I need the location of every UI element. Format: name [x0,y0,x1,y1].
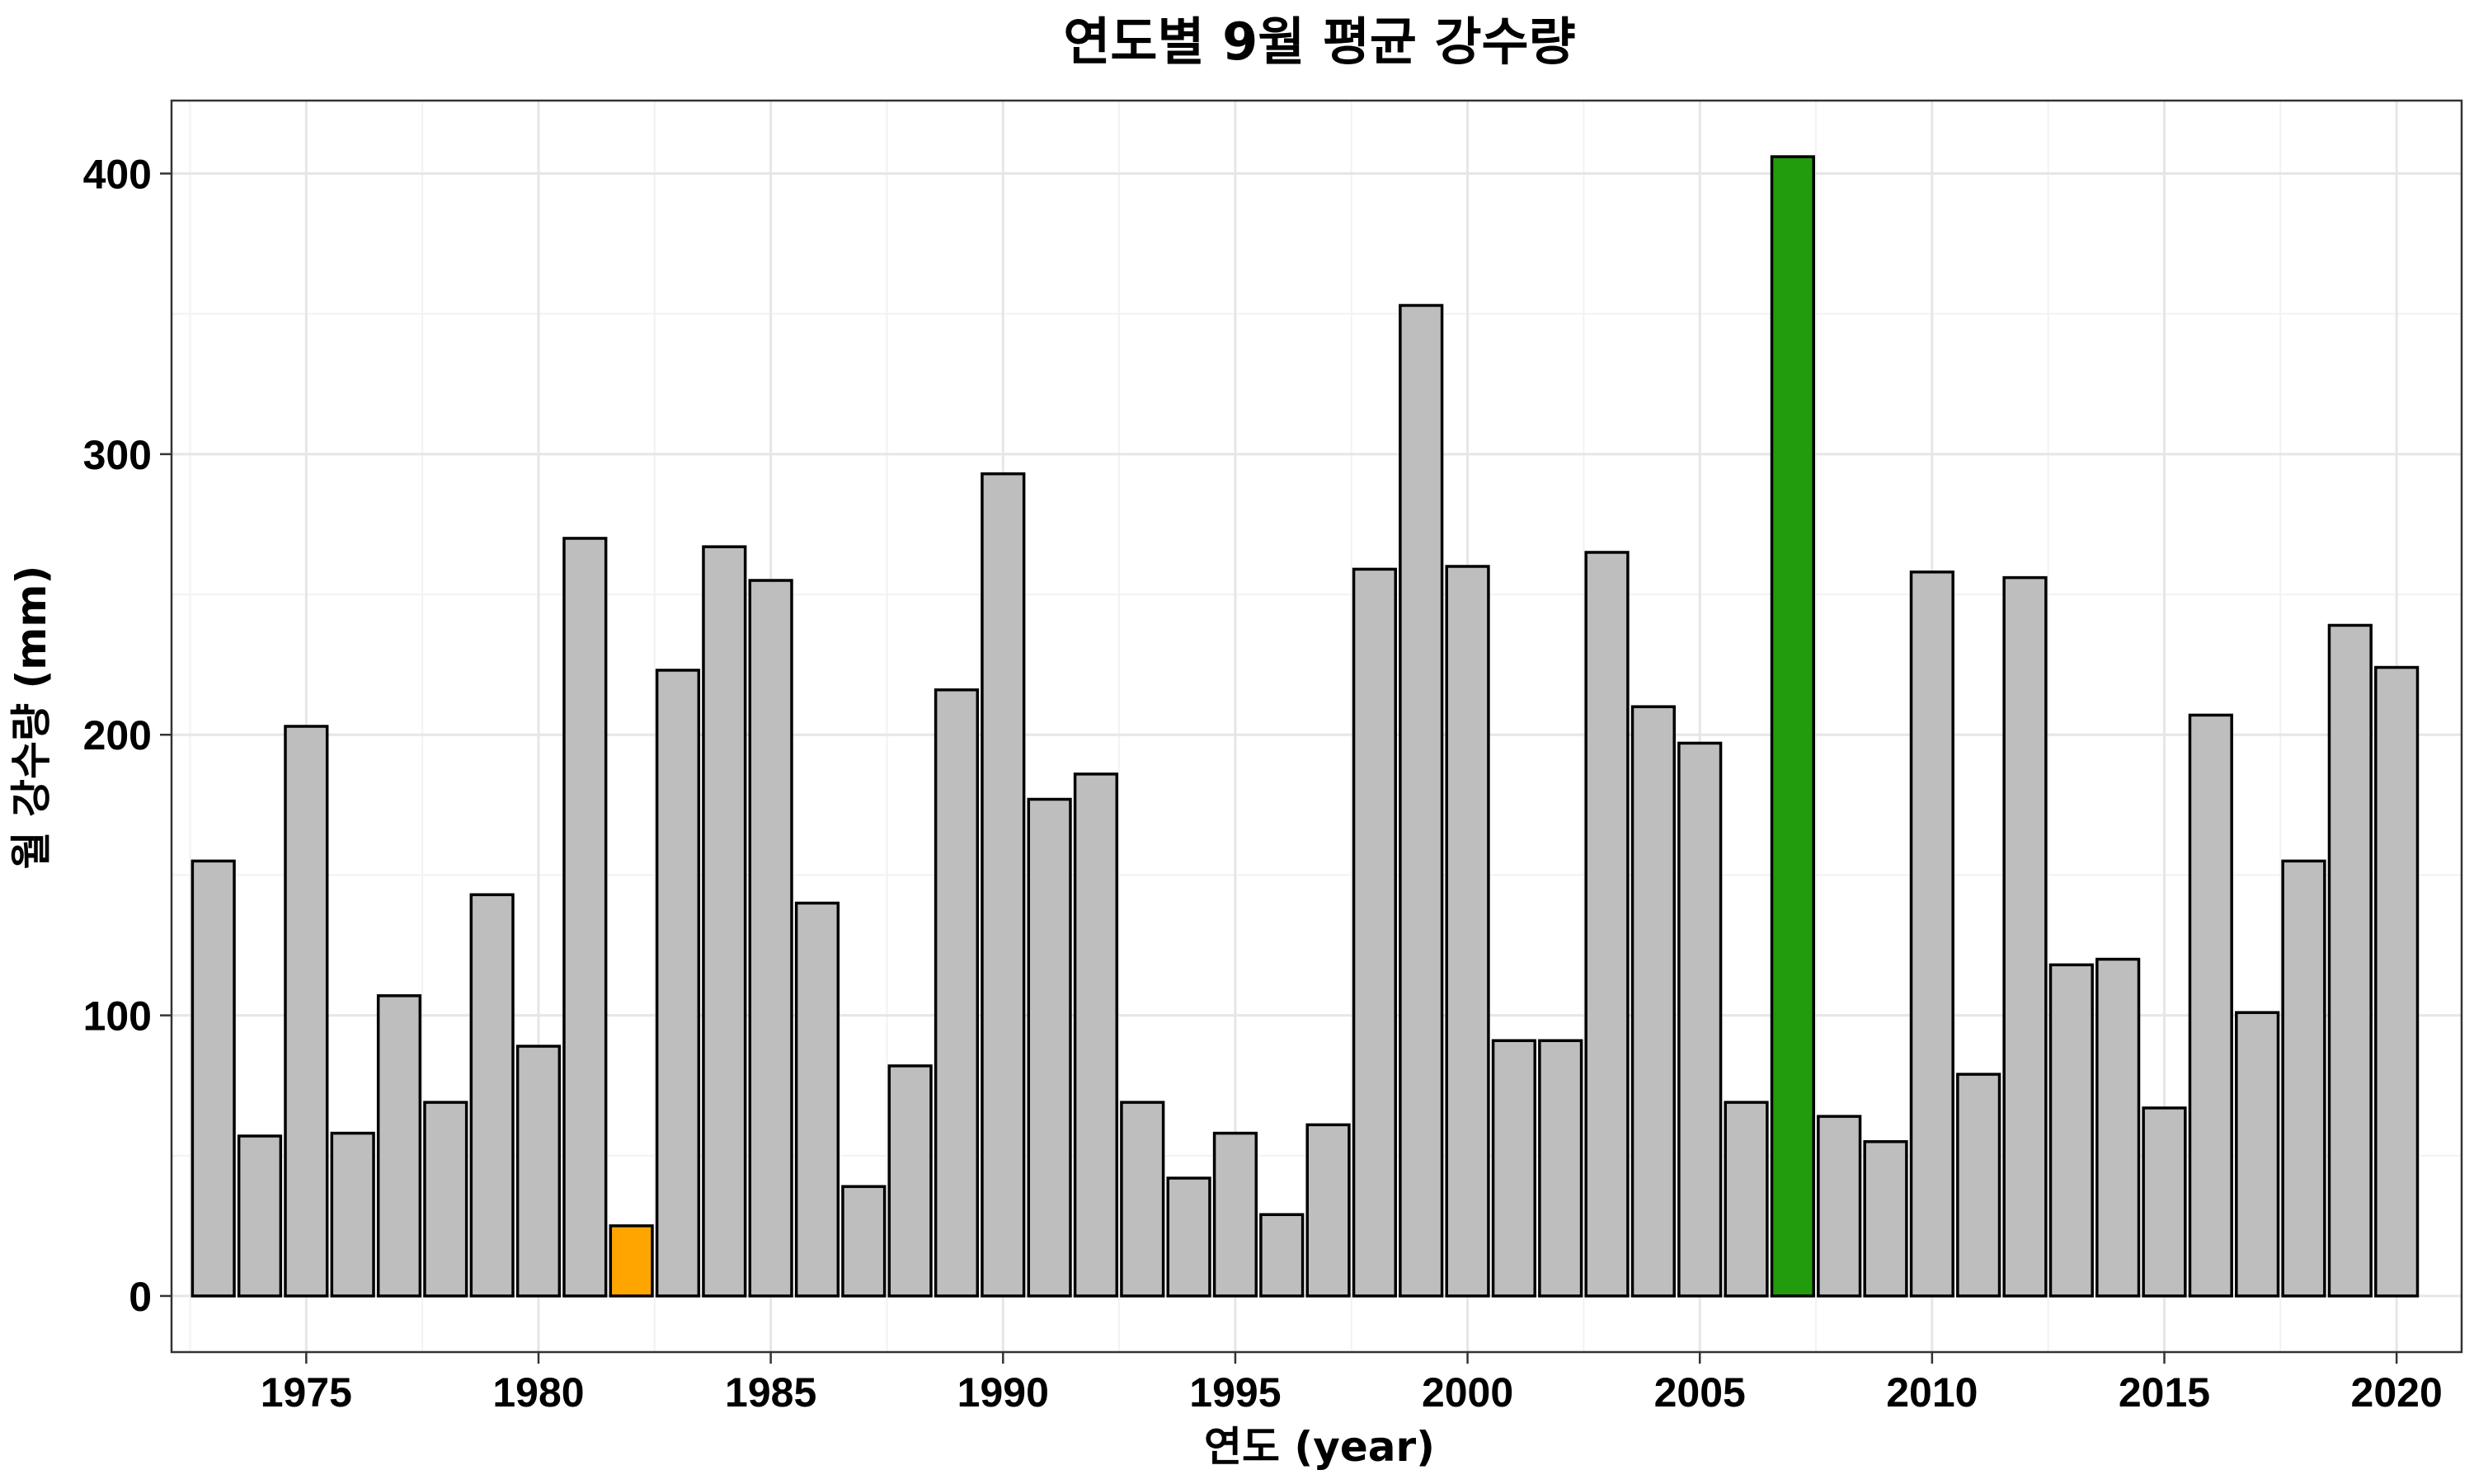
bar-2007 [1770,155,1815,1298]
bar-2019 [2327,623,2373,1298]
bar-1994 [1166,1176,1211,1298]
x-tick-label: 2015 [2119,1369,2210,1416]
bar-2017 [2235,1011,2280,1298]
y-tick-label: 0 [129,1274,152,1320]
x-tick-label: 2000 [1422,1369,1513,1416]
bar-1996 [1259,1213,1305,1298]
bar-1984 [702,545,747,1298]
bar-2000 [1445,565,1490,1298]
bar-1998 [1352,567,1398,1298]
x-axis-title: 연도 (year) [1204,1423,1435,1471]
bar-1983 [655,669,701,1298]
bar-2020 [2374,665,2420,1298]
y-tick-label: 300 [83,432,152,478]
axes: 0 100 200 300 400 1975 1980 1985 1990 1995 2000 200… [83,151,2443,1416]
bar-2010 [1909,571,1954,1298]
bar-1986 [794,901,840,1298]
y-tick-label: 400 [83,151,152,197]
bar-2001 [1491,1039,1536,1298]
bar-1981 [562,537,608,1298]
bar-1990 [981,472,1026,1298]
x-tick-label: 2020 [2351,1369,2443,1416]
y-tick-label: 200 [83,712,152,758]
x-tick-label: 1990 [957,1369,1049,1416]
bar-2009 [1863,1139,1908,1298]
bar-2003 [1584,551,1630,1298]
bar-1987 [841,1185,887,1298]
bar-2012 [2002,575,2048,1298]
x-tick-label: 1980 [492,1369,584,1416]
bar-2004 [1630,705,1676,1298]
bar-2016 [2188,713,2233,1298]
bar-2006 [1724,1101,1769,1298]
bar-1995 [1212,1131,1258,1298]
bar-1978 [423,1101,468,1298]
bars [190,155,2420,1298]
y-tick-label: 100 [83,993,152,1040]
x-tick-label: 2005 [1654,1369,1746,1416]
bar-1992 [1073,773,1119,1298]
bar-2011 [1956,1073,2001,1298]
bar-1982 [609,1224,654,1298]
x-tick-label: 1975 [261,1369,352,1416]
y-axis-title: 월 강수량 (mm) [7,566,55,870]
bar-1979 [469,893,515,1298]
bar-2002 [1538,1039,1583,1298]
bar-2013 [2048,963,2094,1298]
bar-2018 [2281,859,2326,1298]
bar-2015 [2142,1106,2187,1298]
chart-title: 연도별 9월 평균 강수량 [1063,12,1575,72]
bar-1999 [1399,303,1444,1298]
x-tick-label: 1985 [725,1369,816,1416]
x-tick-label: 1995 [1189,1369,1281,1416]
bar-2008 [1817,1115,1862,1298]
panel-border [170,99,2463,1354]
bar-1975 [284,725,329,1298]
bar-1993 [1120,1101,1165,1298]
bar-1991 [1027,797,1072,1298]
bar-1997 [1305,1123,1351,1298]
bar-1973 [190,859,236,1298]
x-tick-label: 2010 [1886,1369,1978,1416]
bar-1977 [376,993,422,1298]
bar-2005 [1677,741,1723,1298]
bar-1985 [748,579,793,1298]
bar-1976 [330,1131,375,1298]
bar-1988 [887,1064,933,1298]
bar-1989 [934,688,980,1298]
bar-1980 [515,1045,562,1298]
bar-1974 [237,1134,283,1298]
bar-2014 [2095,957,2141,1298]
